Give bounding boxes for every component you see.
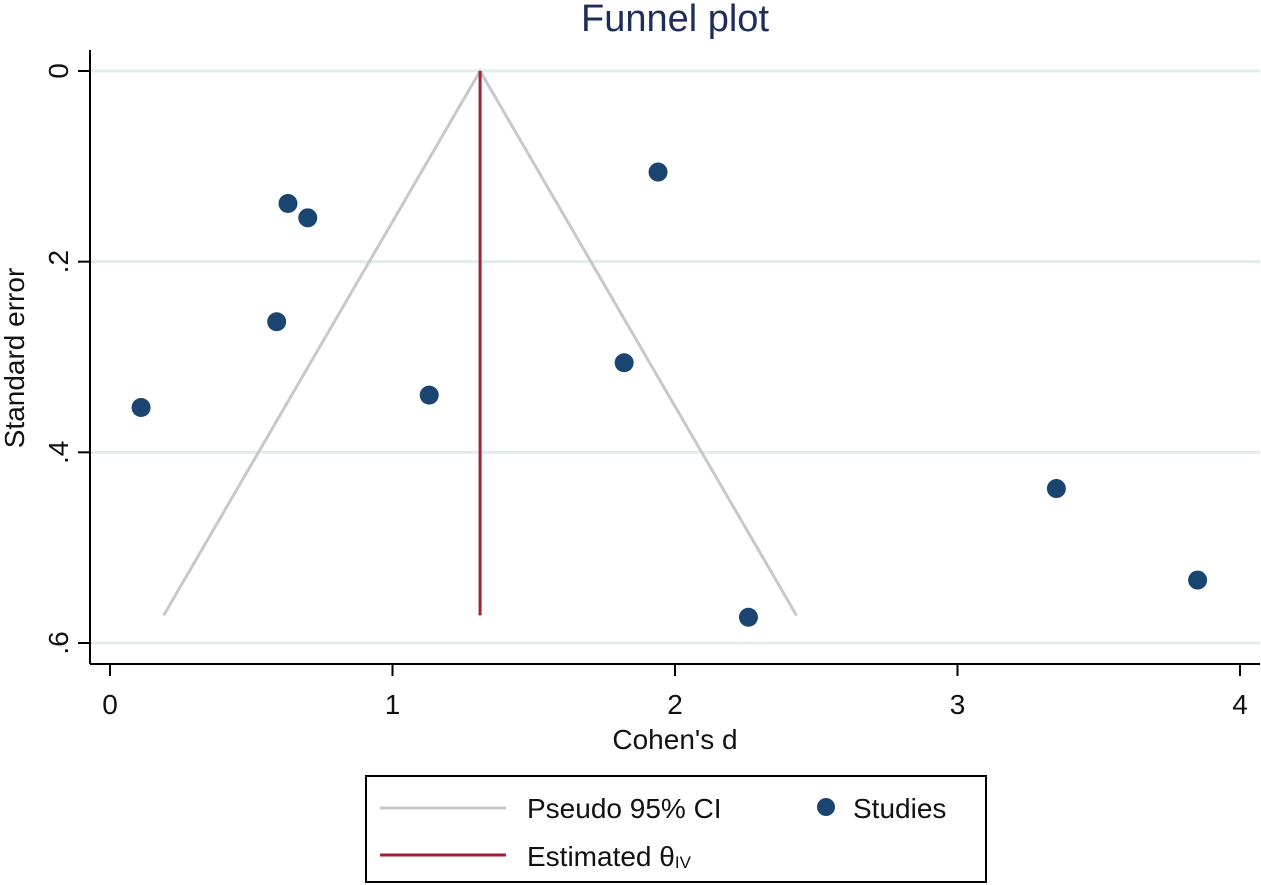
study-point <box>1188 570 1208 590</box>
x-tick-label: 1 <box>385 689 401 720</box>
grid-lines <box>90 69 1260 645</box>
legend-estimate-label-subscript: IV <box>675 853 692 872</box>
axes <box>78 50 1260 676</box>
y-tick-label: 0 <box>43 63 74 79</box>
legend: Pseudo 95% CI Studies Estimated θIV <box>365 775 987 883</box>
x-tick-label: 0 <box>102 689 118 720</box>
tick-labels: 0 .2 .4 .6 0 1 2 3 4 <box>43 63 1248 720</box>
x-tick-label: 4 <box>1232 689 1248 720</box>
chart-title: Funnel plot <box>581 0 769 40</box>
x-axis-title: Cohen's d <box>612 724 737 755</box>
study-point <box>298 208 318 228</box>
study-point <box>419 385 439 405</box>
y-axis-title: Standard error <box>0 268 30 449</box>
study-point <box>738 607 758 627</box>
legend-estimate-label: Estimated θIV <box>527 841 692 872</box>
study-point <box>1046 479 1066 499</box>
study-point <box>267 312 287 332</box>
study-point <box>131 398 151 418</box>
plot-series <box>131 68 1208 627</box>
legend-studies-label: Studies <box>853 793 946 824</box>
legend-ci-label: Pseudo 95% CI <box>527 793 722 824</box>
x-tick-label: 2 <box>667 689 683 720</box>
x-tick-label: 3 <box>950 689 966 720</box>
study-point <box>614 353 634 373</box>
legend-studies-marker <box>817 798 835 816</box>
legend-frame <box>365 775 987 883</box>
study-point <box>278 194 298 214</box>
y-tick-label: .4 <box>43 441 74 464</box>
y-tick-label: .2 <box>43 250 74 273</box>
y-tick-label: .6 <box>43 631 74 654</box>
legend-estimate-label-main: Estimated θ <box>527 841 675 872</box>
study-point <box>648 162 668 182</box>
